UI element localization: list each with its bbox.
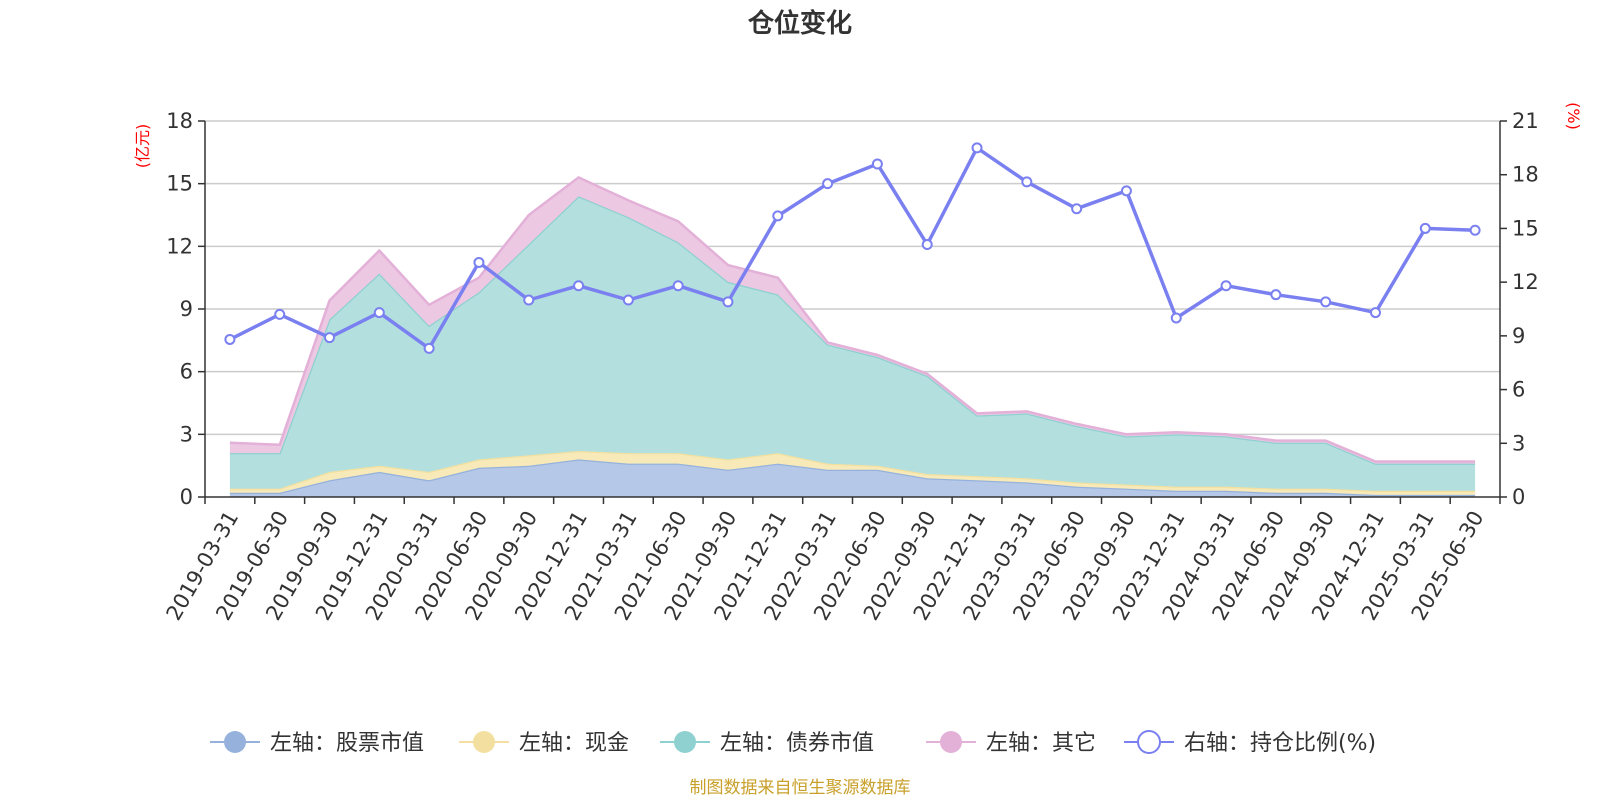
ratio-point: [274, 308, 286, 320]
chart-title: 仓位变化: [747, 8, 852, 39]
left-axis-tick-label: 15: [166, 172, 193, 196]
ratio-point: [1071, 203, 1083, 215]
legend-label: 左轴：股票市值: [270, 731, 424, 756]
left-axis-tick-label: 12: [166, 234, 193, 258]
ratio-point: [1469, 224, 1481, 236]
ratio-point: [1419, 222, 1431, 234]
ratio-line-series: [224, 142, 1481, 354]
legend-label: 右轴：持仓比例(%): [1184, 731, 1376, 756]
area-band: [229, 451, 1476, 495]
legend-swatch-marker: [224, 731, 246, 753]
ratio-point: [772, 210, 784, 222]
left-axis-tick-label: 9: [180, 297, 193, 321]
ratio-point: [1170, 312, 1182, 324]
ratio-point: [1220, 280, 1232, 292]
legend-label: 左轴：债券市值: [720, 731, 874, 756]
legend-label: 左轴：其它: [986, 731, 1096, 756]
ratio-point: [423, 342, 435, 354]
ratio-point: [573, 280, 585, 292]
right-axis-tick-label: 12: [1512, 270, 1539, 294]
ratio-point: [1021, 176, 1033, 188]
area-top-line: [229, 175, 1476, 463]
ratio-point: [921, 239, 933, 251]
legend-swatch-marker: [940, 731, 962, 753]
ratio-point: [672, 280, 684, 292]
ratio-line: [229, 146, 1476, 351]
legend-swatch-marker: [473, 731, 495, 753]
ratio-point: [971, 142, 983, 154]
right-axis-tick-label: 0: [1512, 485, 1525, 509]
area-band: [229, 459, 1476, 497]
left-axis-tick-label: 6: [180, 360, 193, 384]
ratio-point: [523, 294, 535, 306]
ratio-point: [1120, 185, 1132, 197]
ratio-point: [622, 294, 634, 306]
ratio-point: [224, 333, 236, 345]
ratio-point: [324, 332, 336, 344]
legend-swatch-marker: [1137, 730, 1161, 754]
ratio-point: [722, 296, 734, 308]
legend-label: 左轴：现金: [519, 731, 629, 756]
stacked-areas: [229, 175, 1476, 497]
right-axis-tick-label: 9: [1512, 324, 1525, 348]
right-axis-unit: (%): [1564, 102, 1583, 130]
right-axis-tick-label: 3: [1512, 431, 1525, 455]
right-axis-tick-label: 6: [1512, 378, 1525, 402]
legend-swatch-marker: [674, 731, 696, 753]
ratio-point: [473, 256, 485, 268]
source-note: 制图数据来自恒生聚源数据库: [690, 778, 911, 798]
ratio-point: [822, 178, 834, 190]
left-axis-tick-label: 3: [180, 422, 193, 446]
right-axis-tick-label: 15: [1512, 216, 1539, 240]
left-axis-unit: (亿元): [133, 124, 152, 169]
left-axis-tick-label: 0: [180, 485, 193, 509]
ratio-point: [373, 307, 385, 319]
legend: 左轴：股票市值 左轴：现金 左轴：债券市值 左轴：其它 右轴：持仓比例(%): [210, 730, 1376, 756]
ratio-point: [871, 158, 883, 170]
ratio-point: [1369, 307, 1381, 319]
ratio-point: [1270, 289, 1282, 301]
area-band: [229, 196, 1476, 491]
ratio-point: [1320, 296, 1332, 308]
left-axis-tick-label: 18: [166, 109, 193, 133]
right-axis-tick-label: 21: [1512, 109, 1539, 133]
right-axis-tick-label: 18: [1512, 163, 1539, 187]
